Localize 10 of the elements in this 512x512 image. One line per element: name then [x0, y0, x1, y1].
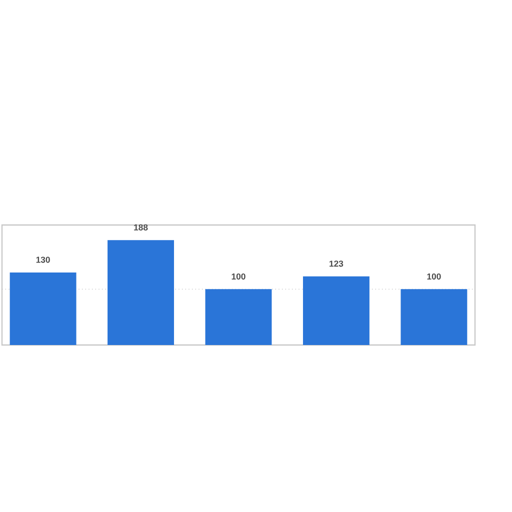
data-label: 130 [36, 256, 50, 263]
data-label: 188 [134, 224, 148, 230]
bar [10, 272, 76, 345]
bar [205, 289, 272, 345]
bar [303, 276, 370, 345]
data-label: 100 [427, 273, 441, 280]
bar [400, 289, 468, 345]
data-label: 123 [330, 260, 344, 267]
data-label: 100 [232, 273, 246, 280]
bar [108, 240, 174, 345]
